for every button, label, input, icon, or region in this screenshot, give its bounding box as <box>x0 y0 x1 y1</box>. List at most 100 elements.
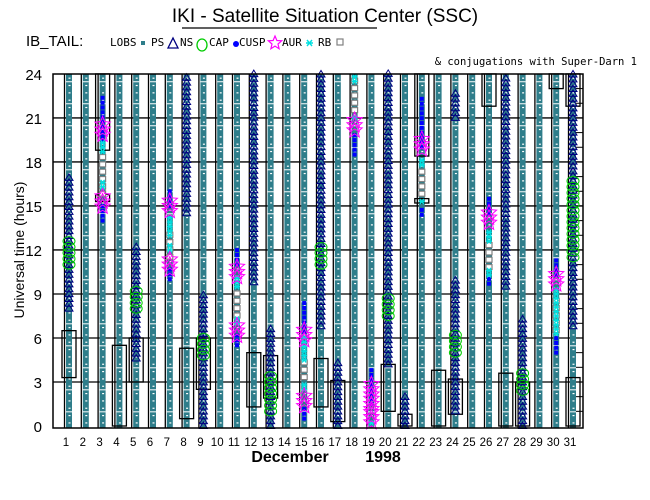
triangle-mark <box>383 151 394 160</box>
lobs-mark <box>438 400 441 402</box>
lobs-mark <box>286 282 289 285</box>
lobs-mark <box>421 319 424 321</box>
lobs-mark <box>253 260 256 263</box>
lobs-mark <box>186 268 189 270</box>
triangle-mark <box>248 136 259 145</box>
lobs-mark <box>219 187 222 189</box>
lobs-mark <box>270 238 273 241</box>
lobs-mark <box>471 150 474 153</box>
triangle-mark <box>517 391 528 400</box>
lobs-mark <box>572 304 575 307</box>
lobs-gap <box>99 235 106 237</box>
lobs-gap <box>99 367 106 369</box>
triangle-mark <box>383 223 394 232</box>
circle-mark <box>566 234 580 245</box>
dot-mark <box>419 116 424 121</box>
cap-dot-segment <box>302 406 307 421</box>
lobs-mark <box>253 165 256 167</box>
lobs-mark <box>505 400 508 402</box>
lobs-mark <box>522 400 525 402</box>
lobs-mark <box>219 268 222 270</box>
lobs-mark <box>253 282 256 285</box>
lobs-mark <box>286 356 289 358</box>
lobs-mark <box>253 209 256 211</box>
lobs-mark <box>488 414 491 417</box>
lobs-mark <box>286 407 289 409</box>
lobs-mark <box>555 114 558 116</box>
lobs-mark <box>387 348 390 351</box>
lobs-mark <box>303 304 306 307</box>
lobs-mark <box>135 246 138 248</box>
lobs-bar <box>133 73 140 429</box>
lobs-mark <box>471 143 474 145</box>
lobs-mark <box>219 238 222 241</box>
lobs-gap <box>150 279 156 281</box>
lobs-mark <box>387 106 390 109</box>
triangle-mark <box>383 102 394 111</box>
lobs-mark <box>387 150 390 153</box>
lobs-mark <box>68 150 71 153</box>
lobs-mark <box>186 187 189 189</box>
lobs-mark <box>236 121 239 123</box>
triangle-mark <box>316 306 326 315</box>
lobs-mark <box>135 334 138 336</box>
lobs-mark <box>572 92 575 94</box>
lobs-mark <box>354 187 357 189</box>
triangle-mark <box>64 294 74 302</box>
lobs-gap <box>82 301 89 303</box>
lobs-mark <box>303 114 306 116</box>
lobs-column <box>217 73 224 429</box>
lobs-gap <box>267 125 274 127</box>
y-tick-label: 15 <box>25 199 42 216</box>
lobs-mark <box>370 326 373 329</box>
lobs-mark <box>253 297 256 299</box>
triangle-mark <box>198 319 209 328</box>
lobs-gap <box>402 323 408 325</box>
triangle-mark <box>568 301 578 310</box>
triangle-mark <box>568 122 578 131</box>
lobs-mark <box>555 238 558 241</box>
lobs-mark <box>68 84 71 87</box>
triangle-mark <box>248 180 259 189</box>
lobs-mark <box>219 312 222 314</box>
triangle-mark <box>383 233 394 242</box>
lobs-mark <box>538 194 541 197</box>
lobs-mark <box>202 136 205 138</box>
lobs-gap <box>82 389 89 391</box>
lobs-mark <box>471 84 474 87</box>
triangle-mark <box>568 297 578 306</box>
lobs-gap <box>452 235 459 237</box>
triangle-mark <box>500 83 511 92</box>
lobs-gap <box>452 257 459 259</box>
triangle-mark <box>500 73 511 82</box>
lobs-mark <box>488 400 491 402</box>
lobs-gap <box>570 389 576 391</box>
lobs-mark <box>438 92 441 94</box>
triangle-mark <box>316 98 326 107</box>
x-tick-label: 19 <box>362 437 375 449</box>
lobs-mark <box>85 114 88 116</box>
triangle-mark <box>568 253 578 262</box>
dot-mark <box>235 252 239 257</box>
lobs-mark <box>236 150 239 153</box>
lobs-mark <box>118 282 121 285</box>
lobs-mark <box>85 246 88 248</box>
lobs-mark <box>102 422 105 424</box>
lobs-gap <box>166 103 173 105</box>
lobs-gap <box>502 169 509 171</box>
lobs-mark <box>253 400 256 402</box>
lobs-mark <box>286 77 289 79</box>
lobs-gap <box>553 147 560 149</box>
lobs-mark <box>169 150 172 153</box>
lobs-mark <box>152 363 155 365</box>
triangle-mark <box>568 132 578 141</box>
lobs-mark <box>438 172 441 175</box>
lobs-mark <box>236 92 239 94</box>
lobs-mark <box>438 304 441 307</box>
triangle-mark <box>500 155 511 164</box>
triangle-mark <box>517 387 528 396</box>
triangle-mark <box>316 127 326 136</box>
lobs-mark <box>538 392 541 395</box>
lobs-mark <box>387 136 390 138</box>
lobs-mark <box>186 143 189 145</box>
